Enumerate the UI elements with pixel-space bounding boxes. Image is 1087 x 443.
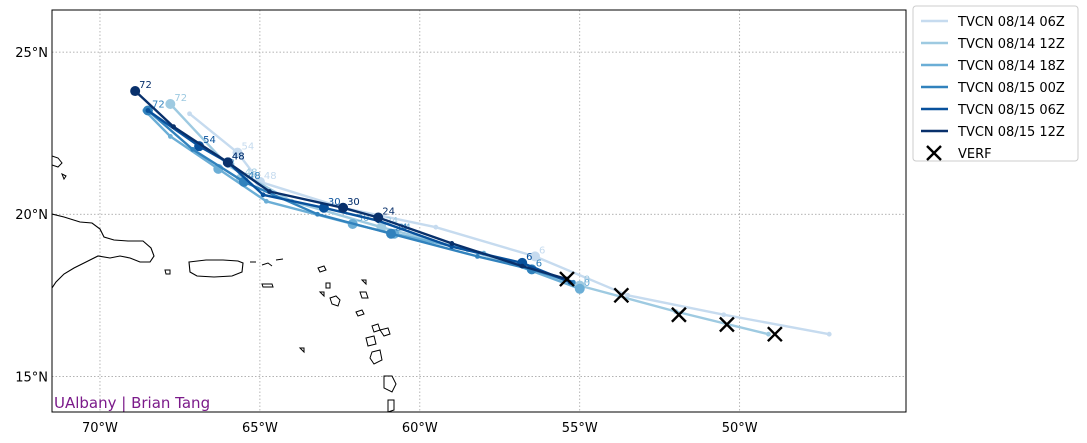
coastline-hispaniola bbox=[52, 213, 155, 289]
forecast-hour-label: 48 bbox=[248, 171, 261, 182]
y-tick-label: 25°N bbox=[15, 46, 48, 61]
forecast-hour-label: 30 bbox=[328, 197, 341, 208]
verf-marker bbox=[613, 287, 630, 304]
legend-entry: TVCN 08/14 12Z bbox=[921, 37, 1065, 52]
forecast-hour-label: 48 bbox=[245, 168, 258, 179]
coastline-islet bbox=[61, 172, 67, 181]
legend-label: TVCN 08/15 06Z bbox=[957, 103, 1065, 118]
forecast-hour-label: 72 bbox=[152, 100, 165, 111]
coastline-virgin-islands bbox=[250, 258, 284, 288]
forecast-hour-marker bbox=[165, 99, 176, 110]
legend: TVCN 08/14 06Z TVCN 08/14 12Z TVCN 08/14 1… bbox=[912, 5, 1079, 162]
legend-label: TVCN 08/14 06Z bbox=[957, 15, 1065, 30]
forecast-hour-marker bbox=[373, 212, 384, 223]
forecast-hour-label: 6 bbox=[539, 245, 545, 256]
forecast-tracks: 6304854024487202430486244872630485424304… bbox=[130, 80, 832, 337]
plot-frame bbox=[51, 9, 907, 413]
forecast-hour-label: 6 bbox=[526, 252, 532, 263]
credit-label: UAlbany | Brian Tang bbox=[54, 394, 210, 412]
legend-label: TVCN 08/14 18Z bbox=[957, 59, 1065, 74]
coastline-leeward-islands bbox=[317, 265, 369, 317]
forecast-hour-marker bbox=[194, 141, 205, 152]
forecast-hour-label: 30 bbox=[347, 197, 360, 208]
legend-entry: TVCN 08/14 06Z bbox=[921, 15, 1065, 30]
track-point bbox=[267, 189, 272, 194]
track-point bbox=[449, 241, 455, 246]
track-point bbox=[260, 192, 266, 198]
forecast-hour-marker bbox=[232, 147, 243, 158]
legend-label: TVCN 08/15 12Z bbox=[957, 125, 1065, 140]
track-point bbox=[190, 147, 196, 152]
track-point bbox=[167, 134, 173, 139]
grid-lines bbox=[52, 10, 906, 412]
y-tick-label: 15°N bbox=[15, 370, 48, 385]
track-point bbox=[171, 124, 176, 130]
track-point bbox=[263, 198, 269, 204]
x-tick-label: 65°W bbox=[242, 421, 278, 436]
track-point bbox=[145, 108, 151, 113]
forecast-hour-label: 54 bbox=[203, 135, 216, 146]
coastlines bbox=[52, 155, 397, 412]
legend-label: TVCN 08/15 00Z bbox=[957, 81, 1065, 96]
track-point bbox=[826, 331, 832, 337]
verification-points bbox=[559, 271, 783, 343]
forecast-hour-marker bbox=[222, 157, 233, 168]
verf-marker bbox=[559, 271, 575, 287]
forecast-hour-label: 24 bbox=[382, 206, 395, 217]
forecast-hour-label: 72 bbox=[174, 93, 187, 104]
track-point bbox=[475, 253, 480, 259]
x-tick-label: 60°W bbox=[402, 421, 438, 436]
track-series: 24 30 48 72 bbox=[130, 80, 570, 282]
forecast-hour-marker bbox=[386, 228, 397, 239]
legend-entry: TVCN 08/15 00Z bbox=[921, 81, 1065, 96]
forecast-hour-label: 24 bbox=[398, 223, 411, 234]
verf-marker bbox=[767, 326, 783, 343]
x-tick-label: 70°W bbox=[82, 421, 118, 436]
coastline-islet bbox=[164, 269, 171, 275]
forecast-hour-label: 30 bbox=[357, 213, 370, 224]
track-point bbox=[315, 211, 320, 217]
y-tick-label: 20°N bbox=[15, 208, 48, 223]
verf-marker bbox=[671, 306, 687, 323]
axis-ticks: 70°W 65°W 60°W 55°W 50°W 15°N 20°N 25°N bbox=[15, 46, 758, 436]
forecast-hour-label: 0 bbox=[584, 278, 590, 289]
track-point bbox=[721, 312, 727, 318]
legend-verf-swatch bbox=[926, 145, 942, 161]
legend-label: TVCN 08/14 12Z bbox=[957, 37, 1065, 52]
legend-entry: VERF bbox=[926, 145, 992, 162]
legend-label: VERF bbox=[958, 147, 992, 162]
forecast-hour-marker bbox=[529, 251, 540, 262]
track-point bbox=[766, 331, 771, 337]
forecast-hour-label: 54 bbox=[242, 142, 255, 153]
legend-entry: TVCN 08/14 18Z bbox=[921, 59, 1065, 74]
forecast-hour-label: 48 bbox=[232, 151, 245, 162]
forecast-hour-label: 48 bbox=[232, 151, 245, 162]
plot-area bbox=[52, 10, 906, 412]
forecast-hour-label: 30 bbox=[347, 197, 360, 208]
forecast-hour-label: 0 bbox=[584, 275, 590, 286]
track-point bbox=[433, 224, 439, 230]
coastline-puerto-rico bbox=[188, 259, 244, 278]
legend-entry: TVCN 08/15 06Z bbox=[921, 103, 1065, 118]
legend-entry: TVCN 08/15 12Z bbox=[921, 125, 1065, 140]
forecast-hour-label: 48 bbox=[264, 171, 277, 182]
forecast-hour-marker bbox=[130, 86, 141, 97]
legend-box bbox=[912, 5, 1079, 162]
forecast-hour-marker bbox=[338, 202, 349, 213]
coastline-windward-islands bbox=[298, 323, 397, 412]
verf-marker bbox=[719, 316, 735, 333]
x-tick-label: 50°W bbox=[722, 421, 758, 436]
track-point bbox=[625, 292, 631, 298]
track-point bbox=[187, 111, 192, 117]
coastline-island-west bbox=[52, 155, 63, 168]
forecast-hour-label: 6 bbox=[536, 258, 542, 269]
forecast-hour-marker bbox=[574, 283, 585, 294]
forecast-hour-label: 72 bbox=[139, 80, 152, 91]
x-tick-label: 55°W bbox=[562, 421, 598, 436]
track-point bbox=[519, 263, 525, 269]
